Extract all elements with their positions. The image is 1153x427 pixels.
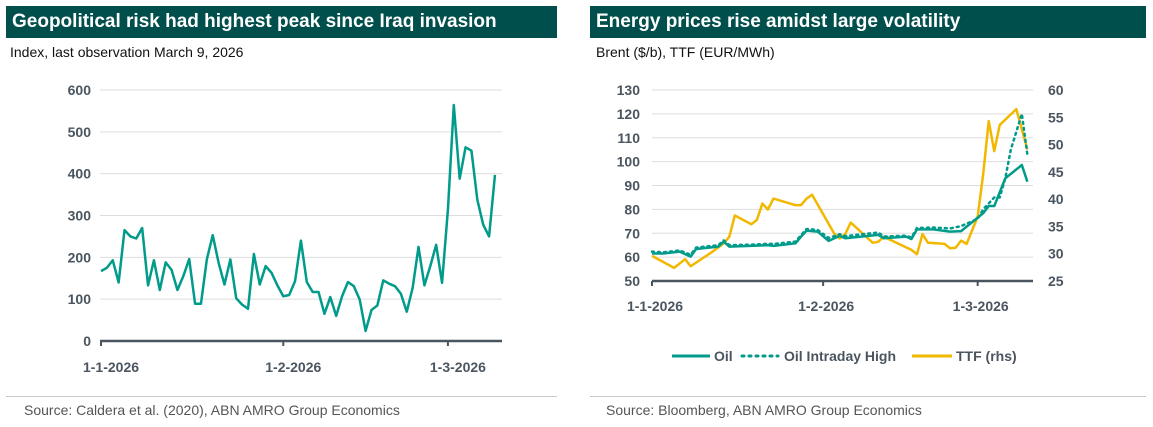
y-right-tick-label: 50: [1048, 137, 1064, 153]
x-tick-label: 1-1-2026: [83, 359, 139, 375]
y-left-tick-label: 110: [617, 130, 640, 146]
legend-label: TTF (rhs): [956, 348, 1017, 364]
y-tick-label: 200: [68, 249, 92, 265]
right-chart-subtitle: Brent ($/b), TTF (EUR/MWh): [596, 44, 775, 60]
y-left-tick-label: 80: [624, 201, 640, 217]
y-right-tick-label: 45: [1048, 164, 1064, 180]
y-tick-label: 500: [68, 124, 92, 140]
y-left-tick-label: 90: [624, 178, 640, 194]
left-divider: [6, 396, 557, 397]
right-divider: [590, 396, 1146, 397]
left-chart-subtitle: Index, last observation March 9, 2026: [10, 44, 244, 60]
gpr-index-line: [100, 103, 497, 333]
y-left-tick-label: 100: [617, 154, 641, 170]
legend-label: Oil: [714, 348, 733, 364]
y-right-tick-label: 40: [1048, 191, 1064, 207]
left-chart-source: Source: Caldera et al. (2020), ABN AMRO …: [24, 402, 400, 418]
right-chart-source: Source: Bloomberg, ABN AMRO Group Econom…: [606, 402, 922, 418]
left-chart-title: Geopolitical risk had highest peak since…: [6, 6, 557, 38]
y-right-tick-label: 35: [1048, 218, 1064, 234]
right-chart-title: Energy prices rise amidst large volatili…: [590, 6, 1146, 38]
y-left-tick-label: 50: [624, 273, 640, 289]
series-line-oil: [652, 163, 1029, 258]
series-line-ttf-rhs: [651, 107, 1029, 270]
x-tick-label: 1-2-2026: [265, 359, 321, 375]
y-tick-label: 100: [68, 291, 92, 307]
y-tick-label: 600: [68, 82, 92, 98]
y-left-tick-label: 60: [624, 249, 640, 265]
legend-label: Oil Intraday High: [784, 348, 896, 364]
x-tick-label: 1-3-2026: [953, 298, 1009, 314]
y-right-tick-label: 25: [1048, 273, 1064, 289]
y-tick-label: 300: [68, 208, 92, 224]
y-right-tick-label: 60: [1048, 82, 1064, 98]
x-tick-label: 1-3-2026: [430, 359, 486, 375]
y-right-tick-label: 30: [1048, 246, 1064, 262]
x-tick-label: 1-1-2026: [627, 298, 683, 314]
y-left-tick-label: 130: [617, 82, 641, 98]
y-right-tick-label: 55: [1048, 109, 1064, 125]
x-tick-label: 1-2-2026: [798, 298, 854, 314]
y-left-tick-label: 120: [617, 106, 641, 122]
y-tick-label: 400: [68, 166, 92, 182]
y-tick-label: 0: [83, 333, 91, 349]
y-left-tick-label: 70: [624, 225, 640, 241]
